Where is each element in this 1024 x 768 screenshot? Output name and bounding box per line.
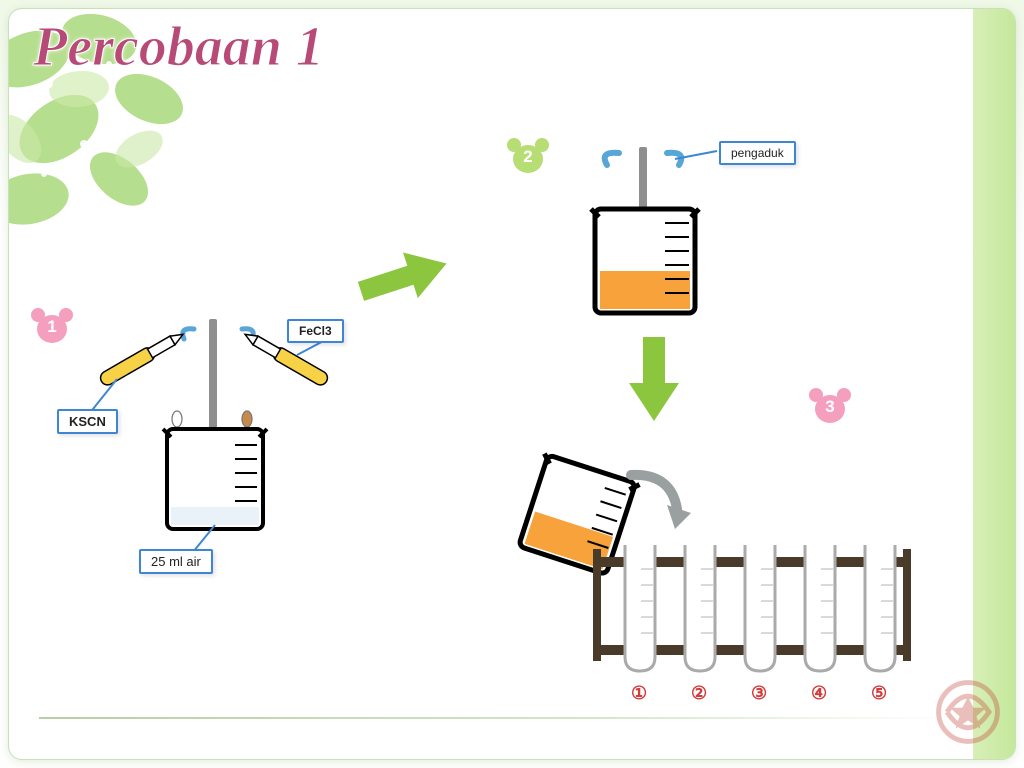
page-title: Percobaan 1 — [33, 15, 324, 79]
tube-number-1: ① — [631, 683, 647, 704]
step-marker-2: 2 — [507, 139, 549, 175]
label-water: 25 ml air — [139, 549, 213, 574]
step-marker-3: 3 — [809, 389, 851, 425]
slide-frame: Percobaan 1 1 2 3 — [8, 8, 1016, 760]
right-green-band — [973, 9, 1015, 759]
label-fecl3: FeCl3 — [287, 319, 344, 343]
tube-number-3: ③ — [751, 683, 767, 704]
footer-divider — [39, 717, 955, 719]
tube-number-5: ⑤ — [871, 683, 887, 704]
label-stirrer: pengaduk — [719, 141, 796, 165]
arrow-2-to-3 — [619, 329, 689, 429]
step1-diagram — [59, 309, 379, 569]
step2-diagram — [549, 139, 769, 339]
tube-number-2: ② — [691, 683, 707, 704]
test-tube-rack — [585, 529, 925, 709]
label-kscn: KSCN — [57, 409, 118, 434]
tube-number-4: ④ — [811, 683, 827, 704]
arrow-1-to-2 — [349, 239, 469, 319]
watermark-logo — [933, 677, 1003, 747]
